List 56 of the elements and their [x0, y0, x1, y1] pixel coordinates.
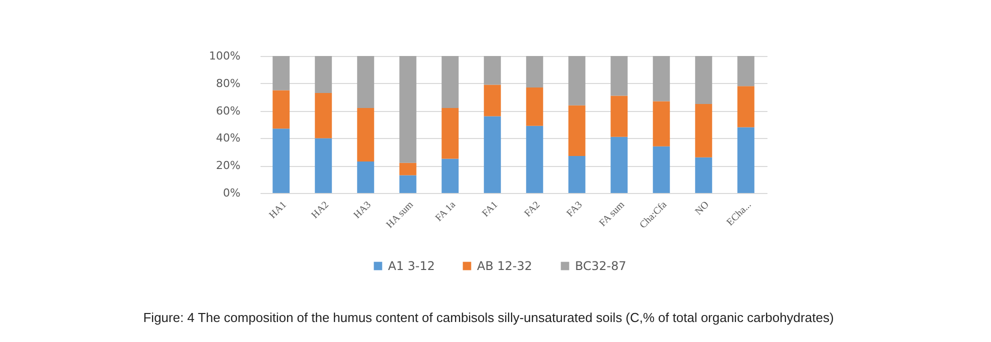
y-tick-label: 100%: [209, 50, 240, 62]
bar: [526, 88, 544, 126]
bar: [314, 56, 332, 93]
x-tick-label: FA 1a: [434, 199, 458, 224]
x-tick-label: NO: [693, 200, 712, 218]
legend-label: AB 12-32: [477, 259, 532, 273]
bar: [272, 56, 290, 90]
bar: [442, 158, 459, 193]
y-tick-label: 0%: [223, 186, 240, 200]
bar: [357, 108, 374, 162]
bar: [737, 127, 754, 193]
bar: [568, 56, 586, 106]
bar: [568, 105, 586, 156]
bar: [442, 108, 459, 159]
x-tick-label: HA sum: [384, 199, 416, 231]
x-tick-label: FA1: [480, 200, 500, 220]
bar: [695, 104, 712, 158]
bar: [272, 128, 290, 193]
bar: [652, 56, 670, 102]
x-tick-label: FA3: [564, 200, 585, 220]
bar: [272, 90, 290, 129]
y-tick-label: 40%: [216, 132, 240, 145]
bar: [399, 56, 416, 163]
bar: [610, 96, 628, 137]
bar: [484, 116, 501, 193]
bar: [568, 156, 586, 193]
bar: [314, 92, 332, 138]
bar: [610, 136, 628, 193]
y-tick-label: 20%: [216, 159, 240, 172]
bar: [526, 56, 544, 88]
bar: [442, 56, 459, 108]
bar: [314, 138, 332, 193]
bar: [357, 56, 374, 108]
legend-label: BC32-87: [575, 259, 626, 273]
bar: [737, 86, 754, 128]
bar: [399, 162, 416, 176]
bar: [737, 56, 754, 86]
bar: [610, 56, 628, 96]
text: Figure: 4 The composition of the humus content of cambisols silly-unsaturated soils (C,% of total organic carbohydrates): [143, 310, 834, 325]
bar: [484, 56, 501, 85]
x-tick-label: HA2: [310, 200, 332, 222]
x-tick-label: FA2: [522, 200, 542, 220]
x-tick-label: HA3: [352, 200, 374, 222]
bar: [399, 175, 416, 193]
bar: [526, 126, 544, 193]
bar: [695, 157, 712, 193]
legend-label: A1 3-12: [388, 259, 435, 273]
bar: [695, 56, 712, 104]
bar: [484, 84, 501, 116]
bar: [357, 161, 374, 193]
bar: [652, 101, 670, 146]
x-tick-label: HA1: [267, 200, 289, 222]
y-tick-label: 80%: [216, 76, 240, 90]
bar: [652, 146, 670, 193]
x-tick-label: FA sum: [597, 199, 628, 229]
y-tick-label: 60%: [216, 104, 240, 118]
